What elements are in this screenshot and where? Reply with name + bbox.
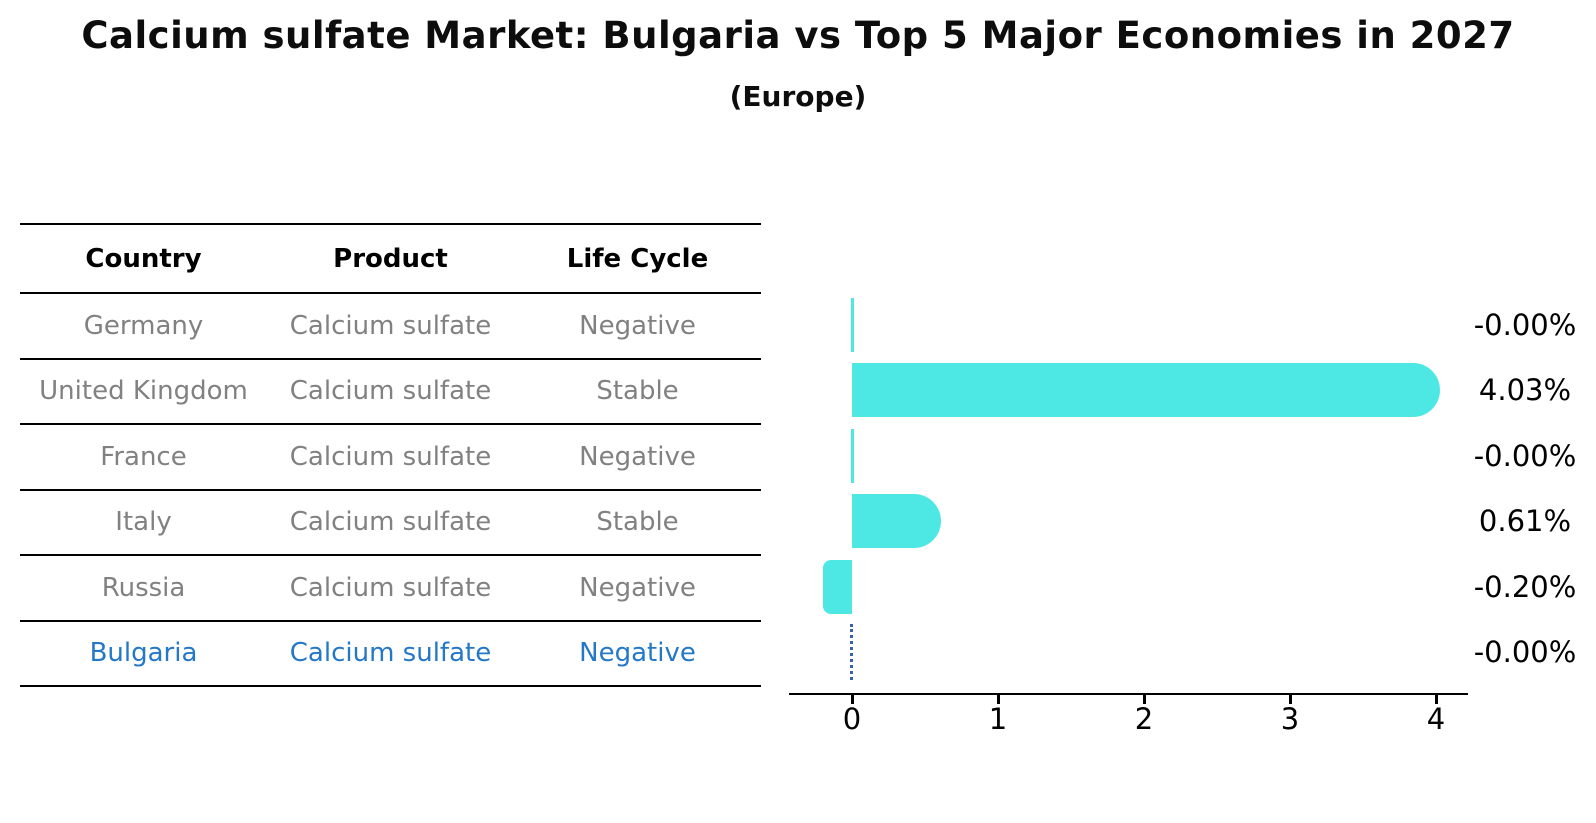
- bar-germany: [850, 297, 854, 352]
- table-row-bulgaria: Bulgaria Calcium sulfate Negative: [20, 622, 761, 687]
- value-label-italy: 0.61%: [1478, 504, 1572, 539]
- table-header-row: Country Product Life Cycle: [20, 225, 761, 294]
- cell-product: Calcium sulfate: [289, 376, 492, 407]
- bar-row-france: [789, 423, 1468, 489]
- cell-product: Calcium sulfate: [289, 572, 492, 603]
- cell-product: Calcium sulfate: [289, 507, 492, 538]
- cell-product: Calcium sulfate: [289, 638, 492, 669]
- x-axis-tick-label: 1: [988, 702, 1008, 736]
- column-header-product: Product: [333, 243, 448, 274]
- cell-life-cycle: Negative: [579, 638, 696, 669]
- bar-chart-plot-area: [789, 292, 1468, 695]
- value-label-france: -0.00%: [1473, 438, 1577, 473]
- cell-country: Germany: [83, 310, 204, 341]
- bar-italy: [852, 494, 942, 549]
- cell-life-cycle: Stable: [596, 376, 679, 407]
- bar-row-italy: [789, 489, 1468, 555]
- cell-country: Russia: [101, 572, 186, 603]
- bar-russia: [822, 559, 852, 614]
- x-axis-tick-mark: [997, 695, 1000, 704]
- value-label-bulgaria: -0.00%: [1473, 635, 1577, 670]
- column-header-country: Country: [85, 243, 202, 274]
- table-row-italy: Italy Calcium sulfate Stable: [20, 491, 761, 556]
- cell-life-cycle: Negative: [579, 441, 696, 472]
- table-row-russia: Russia Calcium sulfate Negative: [20, 556, 761, 622]
- bar-france: [850, 428, 854, 483]
- bar-united-kingdom: [852, 363, 1441, 418]
- table-row-france: France Calcium sulfate Negative: [20, 425, 761, 491]
- x-axis-tick-label: 0: [842, 702, 862, 736]
- cell-product: Calcium sulfate: [289, 310, 492, 341]
- column-header-life-cycle: Life Cycle: [566, 243, 709, 274]
- cell-life-cycle: Negative: [579, 310, 696, 341]
- country-info-table: Country Product Life Cycle Germany Calci…: [20, 223, 761, 687]
- page-subtitle: (Europe): [729, 80, 867, 113]
- bar-row-russia: [789, 554, 1468, 620]
- cell-life-cycle: Stable: [596, 507, 679, 538]
- cell-life-cycle: Negative: [579, 572, 696, 603]
- page-title: Calcium sulfate Market: Bulgaria vs Top …: [81, 14, 1515, 57]
- cell-country: Italy: [115, 507, 172, 538]
- cell-country: Bulgaria: [89, 638, 198, 669]
- cell-product: Calcium sulfate: [289, 441, 492, 472]
- value-label-united-kingdom: 4.03%: [1478, 373, 1572, 408]
- bulgaria-dotted-zero-line: [850, 623, 853, 680]
- table-row-united-kingdom: United Kingdom Calcium sulfate Stable: [20, 360, 761, 425]
- bar-row-germany: [789, 292, 1468, 358]
- bar-row-bulgaria: [789, 620, 1468, 686]
- x-axis-tick-label: 2: [1134, 702, 1154, 736]
- value-label-russia: -0.20%: [1473, 569, 1577, 604]
- x-axis-tick-label: 4: [1426, 702, 1446, 736]
- x-axis-tick-mark: [1143, 695, 1146, 704]
- cell-country: United Kingdom: [39, 376, 248, 407]
- x-axis-tick-mark: [851, 695, 854, 704]
- x-axis-tick-mark: [1435, 695, 1438, 704]
- table-row-germany: Germany Calcium sulfate Negative: [20, 294, 761, 360]
- value-label-germany: -0.00%: [1473, 307, 1577, 342]
- bar-row-united-kingdom: [789, 358, 1468, 424]
- x-axis-tick-mark: [1289, 695, 1292, 704]
- x-axis-tick-label: 3: [1280, 702, 1300, 736]
- cell-country: France: [100, 441, 187, 472]
